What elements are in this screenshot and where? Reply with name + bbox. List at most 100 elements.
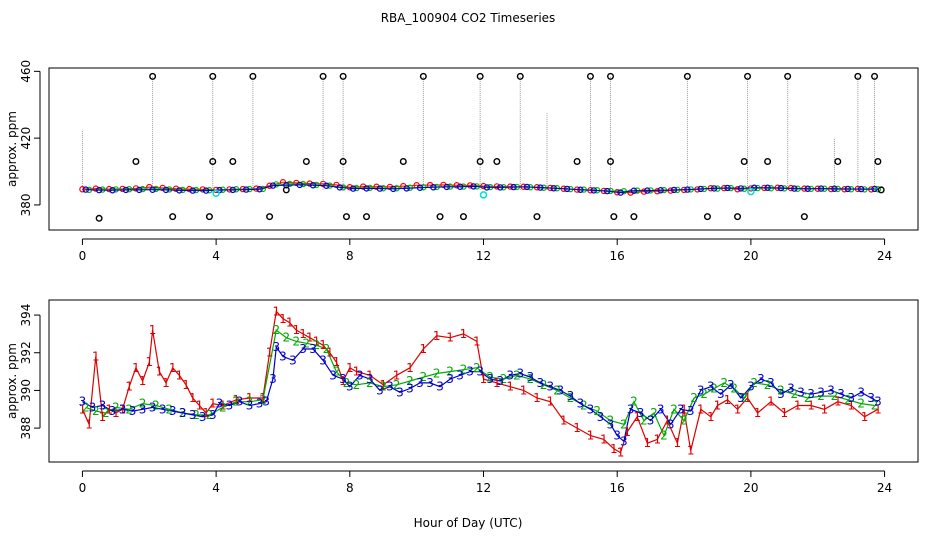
bottom-point-2: 2	[650, 406, 658, 420]
top-point-green	[299, 180, 307, 188]
top-point-black	[205, 213, 213, 221]
top-point-blue	[497, 184, 504, 191]
bottom-point-1: 1	[119, 402, 127, 416]
bottom-series-line-1	[81, 309, 879, 454]
top-x-tick-label: 16	[610, 249, 625, 263]
bottom-point-1: 1	[406, 361, 414, 375]
bottom-point-1: 1	[674, 436, 682, 450]
top-point-blue	[296, 181, 303, 189]
bottom-point-3: 3	[99, 398, 107, 412]
bottom-point-1: 1	[112, 406, 120, 420]
bottom-point-2: 2	[690, 391, 698, 405]
top-point-black	[740, 158, 748, 166]
top-point-black	[149, 72, 157, 80]
bottom-point-3: 3	[149, 400, 157, 414]
bottom-point-3: 3	[376, 383, 384, 397]
top-point-green	[874, 186, 882, 193]
bottom-x-tick-label: 4	[212, 481, 220, 495]
bottom-point-1: 1	[821, 402, 829, 416]
bottom-point-1: 1	[874, 402, 882, 416]
bottom-point-1: 1	[132, 361, 140, 375]
bottom-point-1: 1	[202, 406, 210, 420]
top-point-black	[209, 158, 217, 166]
bottom-point-1: 1	[155, 365, 163, 379]
bottom-point-3: 3	[637, 406, 645, 420]
bottom-point-3: 3	[272, 340, 280, 354]
top-point-black	[734, 213, 742, 221]
top-point-blue	[403, 185, 410, 192]
top-point-green	[112, 186, 120, 193]
bottom-point-1: 1	[293, 323, 301, 337]
bottom-point-1: 1	[754, 406, 762, 420]
top-point-blue	[430, 184, 437, 191]
top-point-black	[302, 158, 310, 166]
top-point-blue	[857, 185, 865, 193]
bottom-point-3: 3	[667, 417, 675, 431]
top-x-axis: 0 4 8 12 16 20 24	[79, 238, 892, 263]
bottom-point-1: 1	[794, 398, 802, 412]
top-point-blue	[336, 184, 343, 191]
bottom-point-2: 2	[125, 402, 133, 416]
bottom-x-tick-label: 12	[476, 481, 491, 495]
bottom-point-1: 1	[339, 374, 347, 388]
bottom-point-1: 1	[780, 406, 788, 420]
bottom-point-2: 2	[607, 414, 615, 428]
bottom-point-1: 1	[353, 365, 361, 379]
top-point-blue	[630, 187, 638, 194]
bottom-point-2: 2	[420, 370, 428, 384]
bottom-point-2: 2	[232, 395, 240, 409]
top-point-blue	[82, 186, 89, 193]
top-point-black	[266, 213, 274, 221]
top-point-red	[92, 185, 99, 192]
top-point-blue	[550, 185, 557, 192]
bottom-point-2: 2	[192, 408, 200, 422]
bottom-point-1: 1	[734, 402, 742, 416]
bottom-point-1: 1	[600, 432, 608, 446]
bottom-point-3: 3	[256, 397, 264, 411]
bottom-point-3: 3	[707, 380, 715, 394]
top-point-red	[172, 185, 180, 192]
top-point-blue	[871, 185, 878, 193]
bottom-point-2: 2	[804, 391, 812, 405]
bottom-point-1: 1	[196, 398, 204, 412]
bottom-point-3: 3	[339, 372, 347, 386]
top-panel-frame	[48, 67, 919, 231]
top-point-black	[630, 213, 638, 221]
bottom-point-2: 2	[791, 387, 799, 401]
bottom-point-3: 3	[139, 402, 147, 416]
top-point-green	[232, 186, 240, 193]
top-point-blue	[791, 185, 798, 192]
x-axis-label: Hour of Day (UTC)	[414, 516, 523, 530]
bottom-point-2: 2	[580, 398, 588, 412]
bottom-point-2: 2	[282, 331, 290, 345]
bottom-point-2: 2	[486, 370, 494, 384]
top-point-blue	[844, 185, 852, 193]
top-point-blue	[416, 184, 424, 191]
top-point-black	[784, 72, 792, 80]
bottom-point-2: 2	[764, 378, 772, 392]
bottom-point-3: 3	[279, 350, 287, 364]
top-point-blue	[537, 184, 544, 191]
bottom-point-2: 2	[817, 389, 825, 403]
bottom-point-3: 3	[262, 395, 270, 409]
top-point-red	[359, 183, 367, 190]
bottom-point-2: 2	[871, 398, 879, 412]
bottom-point-1: 1	[480, 372, 488, 386]
bottom-point-1: 1	[299, 327, 307, 341]
top-point-blue	[577, 186, 584, 193]
bottom-point-2: 2	[293, 334, 301, 348]
bottom-point-1: 1	[279, 312, 287, 326]
bottom-point-2: 2	[406, 374, 414, 388]
bottom-point-3: 3	[89, 400, 97, 414]
bottom-point-1: 1	[623, 425, 631, 439]
top-x-tick-label: 24	[877, 249, 892, 263]
top-point-blue	[202, 187, 210, 194]
top-point-black	[573, 158, 581, 166]
bottom-panel-frame	[48, 299, 919, 463]
top-point-black	[363, 213, 371, 221]
top-point-blue	[697, 185, 704, 193]
bottom-point-3: 3	[189, 408, 197, 422]
top-point-black	[209, 72, 217, 80]
